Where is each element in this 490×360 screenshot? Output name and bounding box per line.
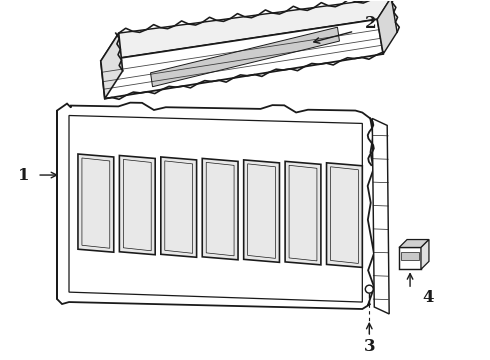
Text: 2: 2 (366, 15, 377, 32)
Text: 3: 3 (364, 338, 375, 355)
Bar (401, 252, 419, 260)
Polygon shape (101, 0, 391, 61)
Polygon shape (101, 19, 383, 99)
Polygon shape (120, 156, 155, 255)
Polygon shape (421, 239, 429, 269)
Text: 4: 4 (422, 289, 434, 306)
Polygon shape (377, 0, 397, 54)
Polygon shape (372, 118, 389, 314)
Polygon shape (161, 157, 196, 257)
Circle shape (366, 285, 373, 293)
Polygon shape (326, 163, 362, 267)
Polygon shape (150, 27, 340, 87)
Polygon shape (399, 239, 429, 247)
Polygon shape (78, 154, 114, 252)
Polygon shape (399, 247, 421, 269)
Polygon shape (285, 161, 321, 265)
Polygon shape (202, 158, 238, 260)
Polygon shape (101, 33, 122, 99)
Polygon shape (57, 103, 374, 309)
Polygon shape (244, 160, 279, 262)
Text: 1: 1 (18, 167, 29, 184)
